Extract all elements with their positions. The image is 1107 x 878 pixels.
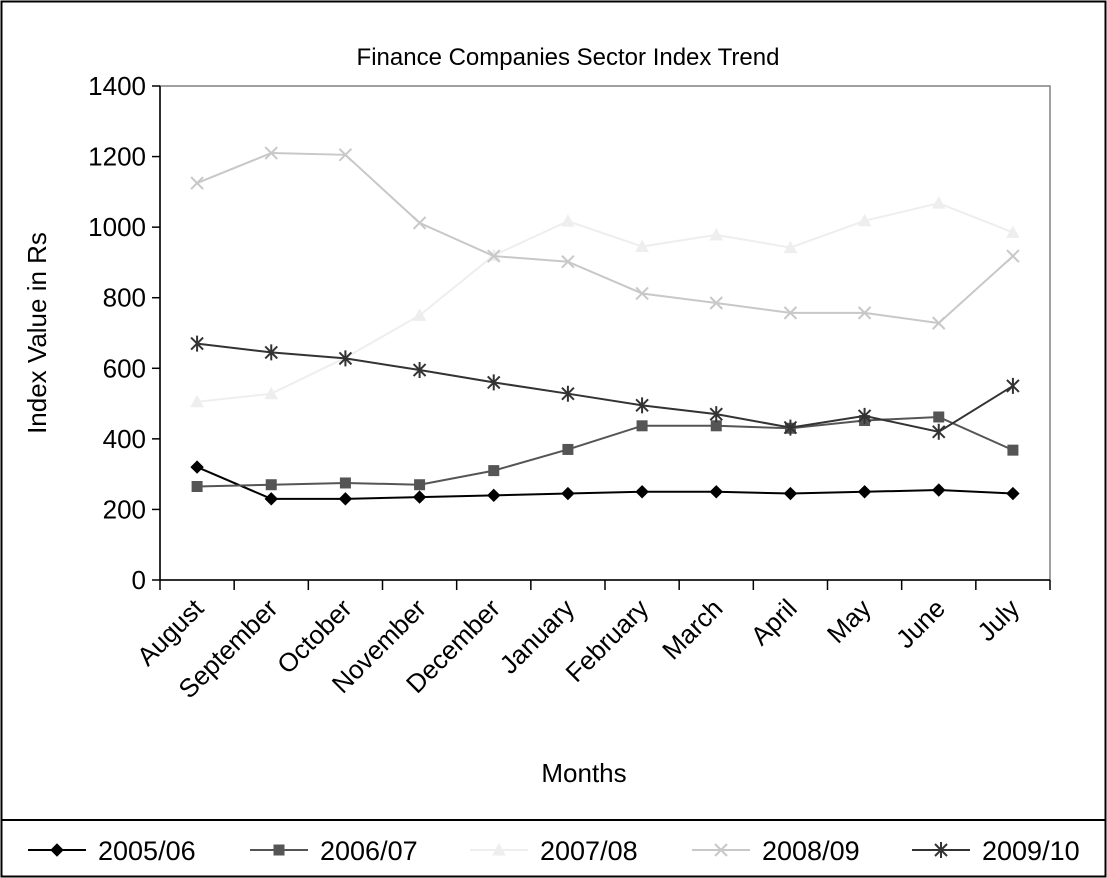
data-point: [709, 485, 723, 499]
legend-swatch-marker: [714, 843, 728, 857]
data-point: [635, 397, 649, 414]
series-5: [190, 335, 1020, 440]
data-point: [412, 362, 427, 379]
legend-swatch-marker: [934, 842, 948, 858]
y-tick-label: 200: [103, 494, 146, 524]
legend-swatch-marker: [273, 844, 285, 856]
data-point: [635, 239, 649, 253]
data-point: [561, 255, 575, 269]
data-point: [339, 477, 351, 489]
series-1: [190, 460, 1020, 506]
data-point: [932, 316, 946, 330]
y-tick-label: 600: [103, 353, 146, 383]
y-tick-label: 400: [103, 424, 146, 454]
legend-label: 2007/08: [540, 836, 638, 866]
x-axis-title: Months: [541, 758, 626, 788]
data-point: [1007, 444, 1019, 456]
legend-entry: 2005/06: [28, 836, 196, 866]
y-tick-label: 1400: [88, 71, 146, 101]
data-point: [783, 306, 798, 320]
data-point: [783, 240, 798, 254]
legend-swatch-marker: [50, 843, 64, 857]
data-point: [933, 411, 945, 423]
data-point: [932, 483, 946, 497]
y-tick-label: 1200: [88, 142, 146, 172]
data-point: [190, 394, 204, 408]
chart-title: Finance Companies Sector Index Trend: [357, 44, 780, 71]
data-point: [338, 148, 353, 162]
data-point: [709, 406, 723, 423]
data-point: [412, 308, 427, 321]
data-point: [710, 420, 722, 432]
data-point: [709, 296, 723, 310]
data-point: [561, 486, 575, 501]
data-point: [414, 479, 426, 491]
data-point: [932, 423, 946, 440]
legend-label: 2008/09: [762, 836, 860, 866]
legend-entry: 2006/07: [250, 836, 418, 866]
data-point: [561, 214, 575, 227]
data-point: [857, 213, 872, 227]
data-point: [635, 286, 649, 301]
data-point: [488, 465, 500, 477]
data-point: [338, 350, 353, 367]
y-tick-label: 1000: [88, 212, 146, 242]
legend-entry: 2009/10: [912, 836, 1080, 866]
data-point: [636, 420, 648, 432]
data-point: [709, 227, 724, 241]
data-point: [264, 386, 279, 400]
series-line: [197, 415, 1014, 488]
data-point: [857, 407, 872, 424]
legend-entry: 2008/09: [692, 836, 860, 866]
legend-entry: 2007/08: [470, 836, 638, 866]
data-point: [412, 216, 427, 230]
y-tick-label: 800: [103, 283, 146, 313]
series-line: [196, 466, 1013, 500]
legend-swatch-marker: [492, 842, 506, 856]
series-line: [196, 152, 1014, 325]
data-point: [190, 460, 204, 474]
data-point: [562, 443, 574, 455]
data-point: [338, 492, 353, 506]
series-line: [196, 342, 1014, 433]
data-point: [487, 374, 501, 391]
data-point: [264, 146, 278, 160]
data-point: [857, 485, 872, 499]
series-line: [196, 202, 1014, 403]
data-point: [635, 485, 649, 499]
data-point: [190, 335, 204, 352]
legend-label: 2006/07: [320, 836, 418, 866]
y-tick-label: 0: [132, 565, 146, 595]
data-point: [1006, 249, 1020, 263]
legend-label: 2005/06: [98, 836, 196, 866]
data-point: [783, 419, 798, 436]
data-point: [783, 486, 798, 501]
legend-label: 2009/10: [982, 836, 1080, 866]
data-point: [487, 249, 501, 263]
data-point: [190, 176, 204, 190]
data-point: [412, 490, 427, 504]
data-point: [931, 196, 946, 209]
legend: 2005/06 2006/07 2007/08 2008/09 2009/10: [28, 836, 1080, 866]
data-point: [264, 344, 278, 361]
series-layer: [190, 146, 1020, 506]
data-point: [487, 488, 501, 503]
data-point: [1006, 486, 1020, 501]
data-point: [191, 480, 203, 492]
data-point: [264, 492, 278, 506]
y-axis-title: Index Value in Rs: [22, 232, 52, 434]
data-point: [857, 306, 872, 320]
data-point: [1006, 377, 1020, 394]
data-point: [1006, 225, 1020, 238]
data-point: [265, 479, 277, 491]
data-point: [561, 385, 575, 402]
series-4: [190, 146, 1020, 330]
